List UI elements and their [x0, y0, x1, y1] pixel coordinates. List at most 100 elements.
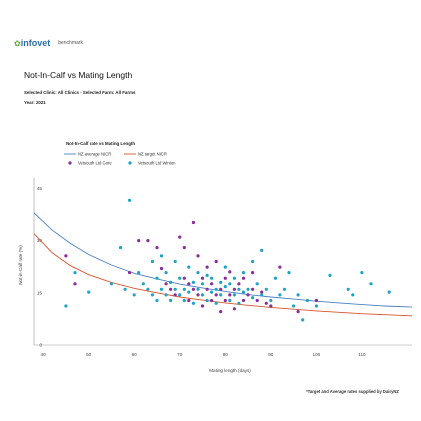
scatter-point [191, 287, 195, 291]
brand-header: ✿infovet benchmark [14, 38, 83, 48]
y-tick-label: 0 [39, 343, 42, 348]
chart-reference-lines [33, 212, 413, 317]
scatter-point [292, 304, 296, 308]
scatter-point [214, 293, 218, 297]
scatter-point [305, 298, 309, 303]
scatter-point [187, 282, 191, 286]
scatter-point [251, 287, 255, 291]
scatter-point [128, 198, 132, 202]
scatter-point [137, 271, 141, 275]
scatter-point [73, 282, 77, 286]
scatter-point [246, 287, 250, 291]
scatter-point [164, 271, 168, 275]
scatter-point [251, 259, 255, 264]
scatter-point [228, 270, 232, 274]
scatter-point [214, 287, 218, 291]
scatter-point [228, 298, 232, 303]
scatter-point [255, 298, 259, 303]
report-selection: Selected Clinic: All Clinics - Selected … [24, 90, 136, 95]
scatter-point [269, 304, 273, 308]
scatter-point [64, 254, 68, 258]
scatter-point [150, 259, 154, 264]
scatter-point [146, 287, 150, 291]
scatter-point [369, 282, 373, 286]
scatter-point [200, 304, 205, 308]
scatter-point [273, 276, 277, 280]
scatter-point [232, 307, 236, 311]
scatter-point [237, 301, 241, 305]
scatter-point [155, 298, 159, 303]
y-tick-label: 15 [37, 290, 43, 295]
scatter-point [278, 293, 282, 297]
infovet-logo: ✿infovet [14, 38, 51, 48]
scatter-point [210, 298, 214, 303]
legend-entry: NZ average NICR [78, 152, 111, 157]
reference-line [33, 233, 413, 317]
scatter-point [169, 298, 173, 303]
scatter-point [260, 248, 264, 252]
scatter-point [296, 293, 300, 297]
scatter-point [169, 280, 173, 284]
scatter-point [200, 276, 205, 280]
scatter-point [241, 290, 246, 294]
scatter-point [159, 287, 164, 291]
scatter-point [282, 287, 287, 291]
scatter-point [109, 282, 113, 286]
scatter-point [210, 282, 214, 286]
scatter-point [214, 259, 218, 264]
y-tick-label: 45 [37, 186, 43, 191]
chart-legend: NZ average NICR NZ target NICR Vetsouth Lt… [64, 152, 176, 166]
scatter-point [200, 293, 205, 297]
scatter-point [164, 293, 168, 297]
scatter-point [255, 282, 259, 286]
scatter-point [173, 287, 177, 291]
scatter-point [196, 254, 200, 258]
scatter-point [191, 301, 195, 305]
scatter-point [123, 287, 127, 291]
scatter-point [182, 276, 186, 280]
scatter-point [223, 265, 227, 269]
scatter-point [269, 298, 273, 303]
scatter-point [219, 280, 223, 284]
scatter-point [219, 310, 223, 314]
scatter-point [205, 273, 209, 277]
scatter-point [187, 290, 191, 294]
scatter-point [264, 301, 268, 305]
scatter-point [173, 293, 177, 297]
x-tick-label: 110 [358, 352, 366, 357]
scatter-point [241, 298, 246, 303]
scatter-point [278, 265, 282, 269]
scatter-point [137, 239, 141, 243]
report-footnote: *Target and Average rates supplied by Da… [306, 389, 399, 394]
scatter-point [210, 290, 214, 294]
scatter-point [210, 276, 214, 280]
scatter-point [187, 298, 191, 303]
scatter-point [173, 259, 177, 264]
scatter-point [164, 282, 168, 286]
scatter-point [178, 293, 182, 297]
scatter-point [264, 287, 268, 291]
y-tick-label: 30 [37, 238, 43, 243]
scatter-point [219, 287, 223, 291]
scatter-point [237, 287, 241, 291]
scatter-point [346, 287, 350, 291]
scatter-point [178, 276, 182, 280]
scatter-point [150, 293, 154, 297]
scatter-point [205, 287, 209, 291]
scatter-point [260, 290, 264, 294]
scatter-point [214, 301, 218, 305]
legend-point-swatch [68, 161, 72, 165]
scatter-point [223, 276, 227, 280]
scatter-point [118, 246, 123, 250]
scatter-point [387, 290, 391, 294]
legend-entry: Vetsouth Ltd Gore [78, 161, 112, 166]
scatter-point [196, 287, 200, 291]
scatter-point [228, 282, 232, 286]
scatter-point [314, 304, 318, 308]
scatter-point [228, 293, 232, 297]
legend-point-swatch [128, 161, 132, 165]
x-tick-label: 70 [177, 352, 183, 357]
chart-axes: 40 50 60 70 80 90 100 110 0 15 30 45 [33, 178, 412, 357]
benchmark-logo: benchmark [58, 40, 83, 46]
scatter-point [159, 266, 164, 271]
